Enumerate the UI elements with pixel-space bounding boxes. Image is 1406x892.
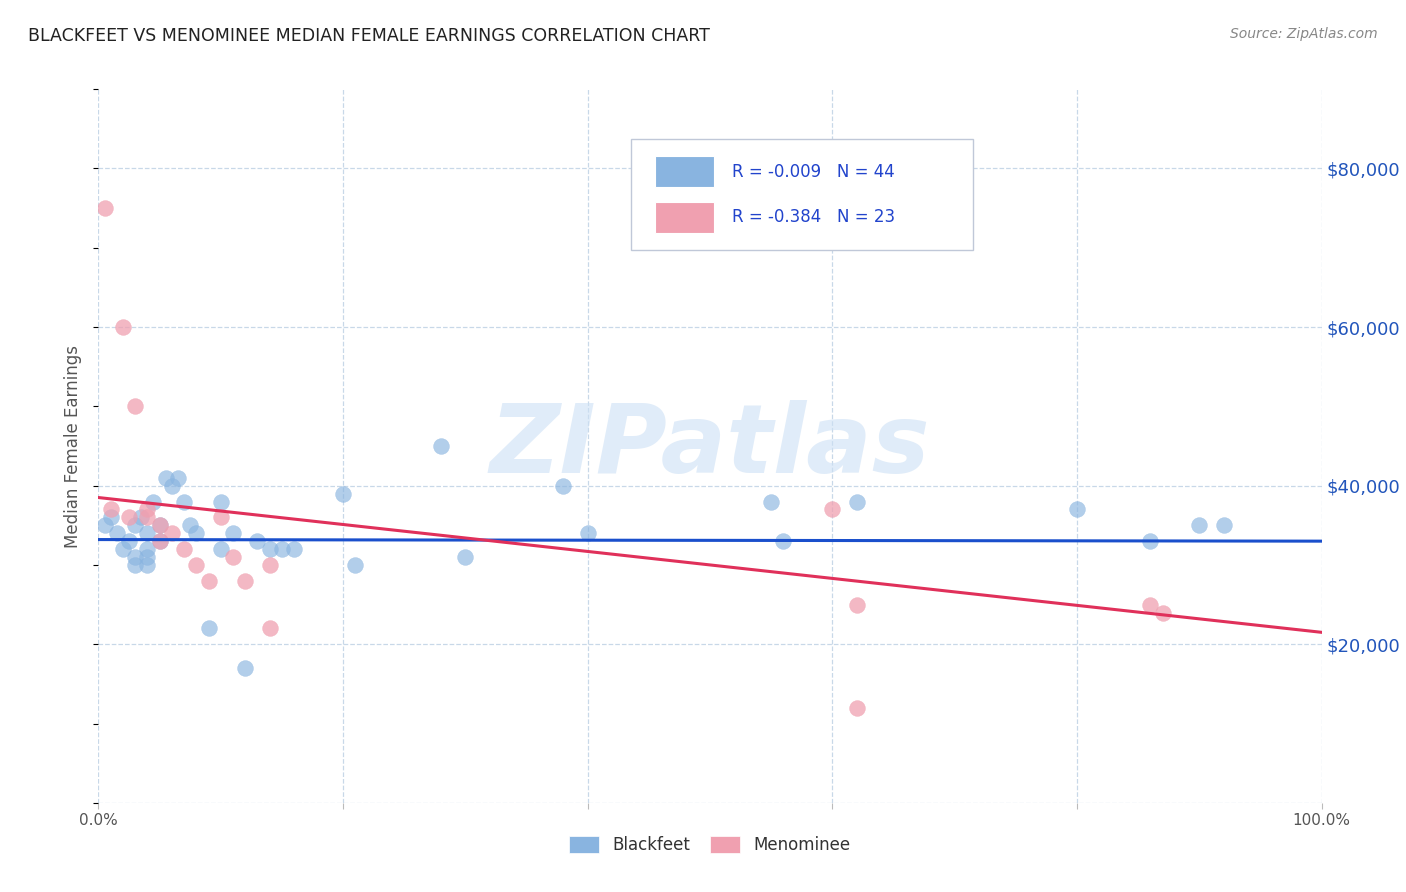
Text: Source: ZipAtlas.com: Source: ZipAtlas.com [1230, 27, 1378, 41]
Point [344, 558, 367, 572]
Point [209, 510, 232, 524]
Point [173, 494, 195, 508]
Point [1066, 502, 1088, 516]
Point [259, 558, 281, 572]
Point [197, 574, 219, 588]
Point [173, 542, 195, 557]
Point [160, 478, 183, 492]
Point [283, 542, 305, 557]
Point [100, 502, 122, 516]
Point [576, 526, 599, 541]
Point [246, 534, 269, 549]
Point [1139, 534, 1161, 549]
Point [209, 542, 232, 557]
Point [118, 510, 141, 524]
Point [93, 201, 115, 215]
Point [233, 661, 256, 675]
Point [1188, 518, 1211, 533]
FancyBboxPatch shape [655, 202, 714, 233]
Legend: Blackfeet, Menominee: Blackfeet, Menominee [561, 828, 859, 863]
Point [553, 478, 575, 492]
Point [222, 526, 245, 541]
Point [149, 518, 172, 533]
Point [772, 534, 794, 549]
Point [111, 320, 134, 334]
Point [845, 598, 868, 612]
Point [186, 526, 208, 541]
Point [167, 471, 190, 485]
Point [100, 510, 122, 524]
Point [136, 558, 159, 572]
Point [270, 542, 294, 557]
Point [179, 518, 201, 533]
Point [136, 549, 159, 564]
Point [136, 510, 159, 524]
Point [111, 542, 134, 557]
Point [186, 558, 208, 572]
Point [761, 494, 783, 508]
Point [142, 494, 165, 508]
Y-axis label: Median Female Earnings: Median Female Earnings [65, 344, 83, 548]
Point [105, 526, 128, 541]
Point [129, 510, 152, 524]
Point [430, 439, 453, 453]
FancyBboxPatch shape [655, 156, 714, 187]
Point [259, 542, 281, 557]
Point [149, 534, 172, 549]
Point [124, 549, 146, 564]
Point [845, 700, 868, 714]
Point [124, 518, 146, 533]
Point [118, 534, 141, 549]
Point [149, 518, 172, 533]
Point [149, 534, 172, 549]
Point [1212, 518, 1234, 533]
Point [845, 494, 868, 508]
Text: R = -0.384   N = 23: R = -0.384 N = 23 [733, 208, 896, 227]
Point [136, 526, 159, 541]
Point [136, 502, 159, 516]
Point [136, 542, 159, 557]
Point [155, 471, 177, 485]
Point [93, 518, 115, 533]
Point [233, 574, 256, 588]
Point [821, 502, 844, 516]
Point [209, 494, 232, 508]
Point [222, 549, 245, 564]
Point [1139, 598, 1161, 612]
Point [197, 621, 219, 635]
Text: R = -0.009   N = 44: R = -0.009 N = 44 [733, 162, 894, 181]
Point [259, 621, 281, 635]
Point [124, 558, 146, 572]
Point [332, 486, 354, 500]
Text: ZIPatlas: ZIPatlas [489, 400, 931, 492]
FancyBboxPatch shape [630, 139, 973, 250]
Text: BLACKFEET VS MENOMINEE MEDIAN FEMALE EARNINGS CORRELATION CHART: BLACKFEET VS MENOMINEE MEDIAN FEMALE EAR… [28, 27, 710, 45]
Point [124, 400, 146, 414]
Point [1152, 606, 1174, 620]
Point [454, 549, 477, 564]
Point [160, 526, 183, 541]
